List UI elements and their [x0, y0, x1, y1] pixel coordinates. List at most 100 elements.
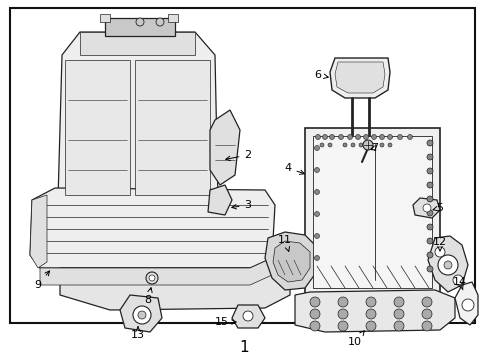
Circle shape [437, 255, 457, 275]
Text: 1: 1 [239, 341, 248, 356]
Polygon shape [80, 32, 195, 55]
Circle shape [342, 143, 346, 147]
Circle shape [314, 256, 319, 261]
Polygon shape [427, 236, 467, 292]
Circle shape [327, 143, 331, 147]
Text: 5: 5 [432, 203, 443, 213]
Text: 13: 13 [131, 327, 145, 340]
Circle shape [338, 135, 343, 140]
Circle shape [426, 196, 432, 202]
Circle shape [426, 210, 432, 216]
Circle shape [322, 135, 327, 140]
Text: 15: 15 [215, 317, 236, 327]
Circle shape [362, 140, 372, 150]
Circle shape [452, 275, 462, 285]
Circle shape [136, 18, 143, 26]
Polygon shape [329, 58, 389, 98]
Circle shape [337, 321, 347, 331]
Polygon shape [412, 198, 439, 218]
Circle shape [337, 309, 347, 319]
Circle shape [421, 309, 431, 319]
Polygon shape [40, 258, 271, 285]
Polygon shape [120, 295, 162, 332]
Circle shape [149, 275, 155, 281]
Polygon shape [334, 62, 384, 93]
Circle shape [350, 143, 354, 147]
Circle shape [146, 272, 158, 284]
Text: 14: 14 [452, 277, 466, 290]
Circle shape [393, 321, 403, 331]
Circle shape [422, 204, 430, 212]
Bar [312, 136, 431, 288]
Circle shape [309, 297, 319, 307]
Circle shape [386, 135, 392, 140]
Polygon shape [60, 268, 289, 310]
Polygon shape [58, 32, 218, 210]
Circle shape [314, 145, 319, 150]
Circle shape [133, 306, 151, 324]
Circle shape [314, 167, 319, 172]
Circle shape [243, 311, 252, 321]
Polygon shape [209, 110, 240, 185]
Polygon shape [264, 232, 317, 290]
Circle shape [426, 266, 432, 272]
Polygon shape [65, 60, 130, 195]
Text: 12: 12 [432, 237, 446, 251]
Circle shape [366, 143, 370, 147]
Circle shape [329, 135, 334, 140]
Text: 7: 7 [370, 143, 378, 153]
Circle shape [337, 297, 347, 307]
Circle shape [314, 189, 319, 194]
Circle shape [355, 135, 360, 140]
Text: 4: 4 [284, 163, 304, 174]
Circle shape [363, 135, 368, 140]
Text: 9: 9 [34, 271, 49, 290]
Polygon shape [231, 305, 264, 328]
Circle shape [347, 135, 352, 140]
Bar [100, 14, 110, 22]
Circle shape [426, 238, 432, 244]
Circle shape [426, 182, 432, 188]
Polygon shape [30, 195, 47, 268]
Circle shape [358, 143, 362, 147]
Polygon shape [30, 188, 274, 268]
Text: 3: 3 [231, 200, 251, 210]
Circle shape [426, 252, 432, 258]
Bar [168, 14, 178, 22]
Circle shape [309, 321, 319, 331]
Circle shape [315, 135, 320, 140]
Circle shape [314, 234, 319, 239]
Circle shape [371, 135, 376, 140]
Circle shape [397, 135, 402, 140]
Bar [105, 18, 175, 36]
Polygon shape [454, 282, 477, 325]
Text: 8: 8 [144, 288, 152, 305]
Text: 6: 6 [314, 70, 327, 80]
Bar [10, 8, 474, 323]
Circle shape [379, 135, 384, 140]
Circle shape [421, 321, 431, 331]
Text: 2: 2 [225, 150, 251, 161]
Circle shape [387, 143, 391, 147]
Text: 10: 10 [347, 331, 364, 347]
Circle shape [426, 140, 432, 146]
Circle shape [365, 297, 375, 307]
Circle shape [319, 143, 324, 147]
Circle shape [156, 18, 163, 26]
Circle shape [138, 311, 146, 319]
Bar [305, 128, 439, 296]
Text: 11: 11 [278, 235, 291, 251]
Circle shape [379, 143, 383, 147]
Polygon shape [272, 241, 309, 282]
Circle shape [426, 224, 432, 230]
Circle shape [434, 247, 444, 257]
Circle shape [421, 297, 431, 307]
Circle shape [314, 212, 319, 216]
Circle shape [461, 299, 473, 311]
Circle shape [393, 309, 403, 319]
Circle shape [365, 321, 375, 331]
Circle shape [407, 135, 412, 140]
Polygon shape [294, 290, 454, 332]
Circle shape [365, 309, 375, 319]
Circle shape [426, 154, 432, 160]
